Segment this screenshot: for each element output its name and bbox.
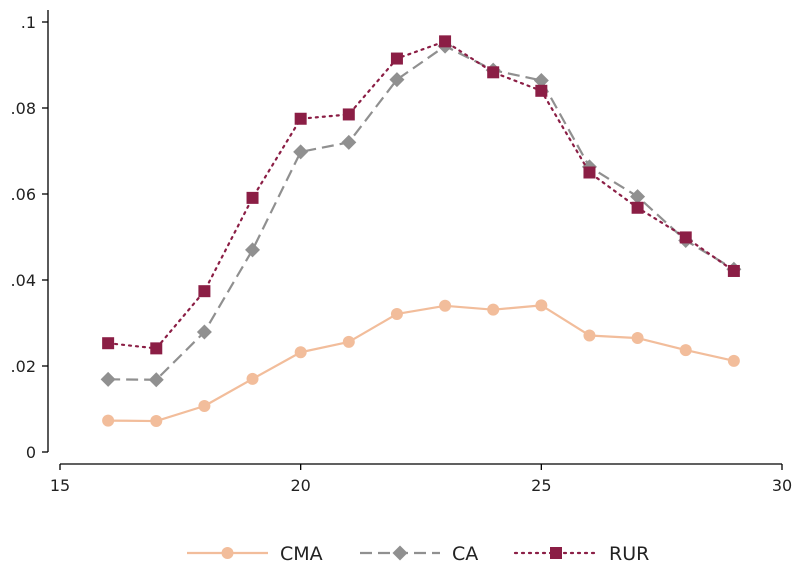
data-point-rur — [439, 35, 452, 48]
x-tick-label: 15 — [50, 476, 70, 495]
data-point-ca — [389, 72, 405, 88]
data-point-ca — [293, 144, 309, 160]
data-point-ca — [341, 134, 357, 150]
data-point-rur — [631, 201, 644, 214]
data-point-rur — [342, 108, 355, 121]
series-line-rur — [107, 40, 735, 350]
data-point-rur — [727, 264, 740, 277]
data-point-ca — [245, 242, 261, 258]
data-point-rur — [150, 342, 163, 355]
x-tick-label: 30 — [772, 476, 792, 495]
legend-label-ca: CA — [452, 543, 478, 565]
legend-item-rur: RUR — [513, 543, 649, 565]
series-line-cma — [108, 304, 735, 423]
legend-marker-rur — [550, 547, 562, 559]
data-point-cma — [150, 415, 163, 428]
legend-marker-ca — [392, 545, 408, 561]
data-point-rur — [198, 285, 211, 298]
y-tick-label: .1 — [21, 13, 36, 32]
data-point-cma — [342, 335, 355, 348]
data-point-ca — [148, 372, 164, 388]
data-point-cma — [246, 372, 259, 385]
data-point-ca — [100, 371, 116, 387]
legend-item-ca: CA — [360, 543, 478, 565]
data-point-rur — [102, 337, 115, 350]
data-point-ca — [533, 72, 549, 88]
series-rur — [102, 35, 740, 355]
legend-item-cma: CMA — [187, 543, 323, 565]
data-point-rur — [246, 191, 259, 204]
series-line-ca — [108, 44, 735, 381]
legend: CMA CA RUR — [187, 543, 649, 565]
data-point-rur — [487, 66, 500, 79]
data-point-cma — [487, 303, 500, 316]
y-tick-label: .08 — [11, 99, 36, 118]
x-tick-label: 25 — [531, 476, 551, 495]
x-tick-label: 20 — [290, 476, 310, 495]
data-point-cma — [102, 414, 115, 427]
data-point-rur — [679, 231, 692, 244]
series-layer — [100, 35, 742, 428]
data-point-cma — [390, 307, 403, 320]
chart-axes — [47, 10, 782, 465]
y-tick-label: .02 — [11, 357, 36, 376]
legend-label-cma: CMA — [280, 543, 323, 565]
series-ca — [100, 38, 742, 388]
legend-label-rur: RUR — [609, 543, 649, 565]
data-point-cma — [198, 399, 211, 412]
y-tick-label: .04 — [11, 271, 36, 290]
legend-marker-cma — [221, 547, 234, 559]
series-cma — [102, 299, 740, 428]
data-point-cma — [439, 299, 452, 312]
data-point-rur — [390, 52, 403, 65]
data-point-cma — [631, 332, 644, 345]
data-point-cma — [679, 344, 692, 357]
data-point-ca — [196, 324, 212, 340]
y-tick-label: .06 — [11, 185, 36, 204]
data-point-ca — [630, 189, 646, 205]
data-point-rur — [583, 166, 596, 179]
data-point-cma — [294, 346, 307, 359]
axis-ticks: 0 .02 .04 .06 .08 .1 15 20 25 30 — [11, 13, 793, 495]
data-point-cma — [535, 299, 548, 312]
data-point-rur — [294, 112, 307, 125]
data-point-cma — [727, 354, 740, 367]
data-point-rur — [535, 84, 548, 97]
data-point-cma — [583, 329, 596, 342]
y-tick-label: 0 — [26, 443, 36, 462]
